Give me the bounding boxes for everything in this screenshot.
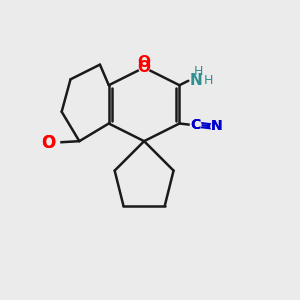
Text: O: O — [41, 134, 55, 152]
Circle shape — [190, 120, 201, 130]
Text: O: O — [41, 134, 55, 152]
Text: N: N — [189, 73, 202, 88]
Text: O: O — [138, 60, 151, 75]
Text: N: N — [210, 119, 222, 134]
Circle shape — [49, 137, 60, 148]
Text: C: C — [190, 118, 201, 132]
Text: H: H — [204, 74, 213, 87]
Circle shape — [139, 62, 149, 73]
Circle shape — [211, 121, 221, 132]
Text: N: N — [210, 119, 222, 134]
Text: O: O — [138, 55, 151, 70]
Text: H: H — [194, 64, 203, 78]
Text: C: C — [190, 118, 201, 132]
